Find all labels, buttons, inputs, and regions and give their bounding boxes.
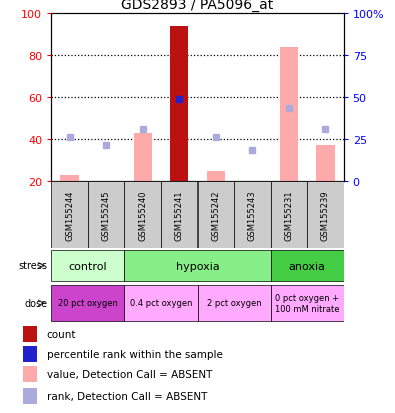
- Text: control: control: [69, 261, 107, 271]
- Bar: [88, 182, 124, 248]
- Text: GSM155245: GSM155245: [102, 190, 111, 240]
- Text: stress: stress: [19, 261, 47, 271]
- Text: 0 pct oxygen +
100 mM nitrate: 0 pct oxygen + 100 mM nitrate: [275, 293, 339, 313]
- Bar: [161, 182, 198, 248]
- Text: count: count: [47, 329, 76, 339]
- Bar: [198, 285, 271, 321]
- Text: GSM155240: GSM155240: [138, 190, 147, 240]
- Text: GSM155239: GSM155239: [321, 190, 330, 240]
- Bar: [271, 250, 344, 282]
- Text: percentile rank within the sample: percentile rank within the sample: [47, 349, 222, 359]
- Text: anoxia: anoxia: [289, 261, 325, 271]
- Text: 2 pct oxygen: 2 pct oxygen: [207, 299, 261, 308]
- Bar: [271, 285, 344, 321]
- Bar: [51, 285, 124, 321]
- Bar: [23, 346, 37, 362]
- Bar: [60, 175, 79, 182]
- Bar: [280, 47, 298, 182]
- Text: GSM155244: GSM155244: [65, 190, 74, 240]
- Text: dose: dose: [24, 298, 47, 308]
- Bar: [316, 146, 335, 182]
- Text: 0.4 pct oxygen: 0.4 pct oxygen: [130, 299, 192, 308]
- Bar: [271, 182, 307, 248]
- Bar: [170, 26, 188, 182]
- Text: GSM155242: GSM155242: [211, 190, 220, 240]
- Text: rank, Detection Call = ABSENT: rank, Detection Call = ABSENT: [47, 391, 207, 401]
- Text: hypoxia: hypoxia: [176, 261, 219, 271]
- Bar: [51, 250, 124, 282]
- Bar: [234, 182, 271, 248]
- Bar: [51, 182, 88, 248]
- Bar: [23, 326, 37, 342]
- Bar: [23, 388, 37, 404]
- Text: 20 pct oxygen: 20 pct oxygen: [58, 299, 118, 308]
- Bar: [134, 133, 152, 182]
- Text: value, Detection Call = ABSENT: value, Detection Call = ABSENT: [47, 369, 212, 380]
- Bar: [198, 182, 234, 248]
- Bar: [124, 250, 271, 282]
- Title: GDS2893 / PA5096_at: GDS2893 / PA5096_at: [121, 0, 274, 12]
- Bar: [124, 182, 161, 248]
- Text: GSM155241: GSM155241: [175, 190, 184, 240]
- Bar: [207, 171, 225, 182]
- Text: GSM155231: GSM155231: [284, 190, 293, 240]
- Bar: [124, 285, 198, 321]
- Bar: [307, 182, 344, 248]
- Text: GSM155243: GSM155243: [248, 190, 257, 240]
- Bar: [23, 366, 37, 382]
